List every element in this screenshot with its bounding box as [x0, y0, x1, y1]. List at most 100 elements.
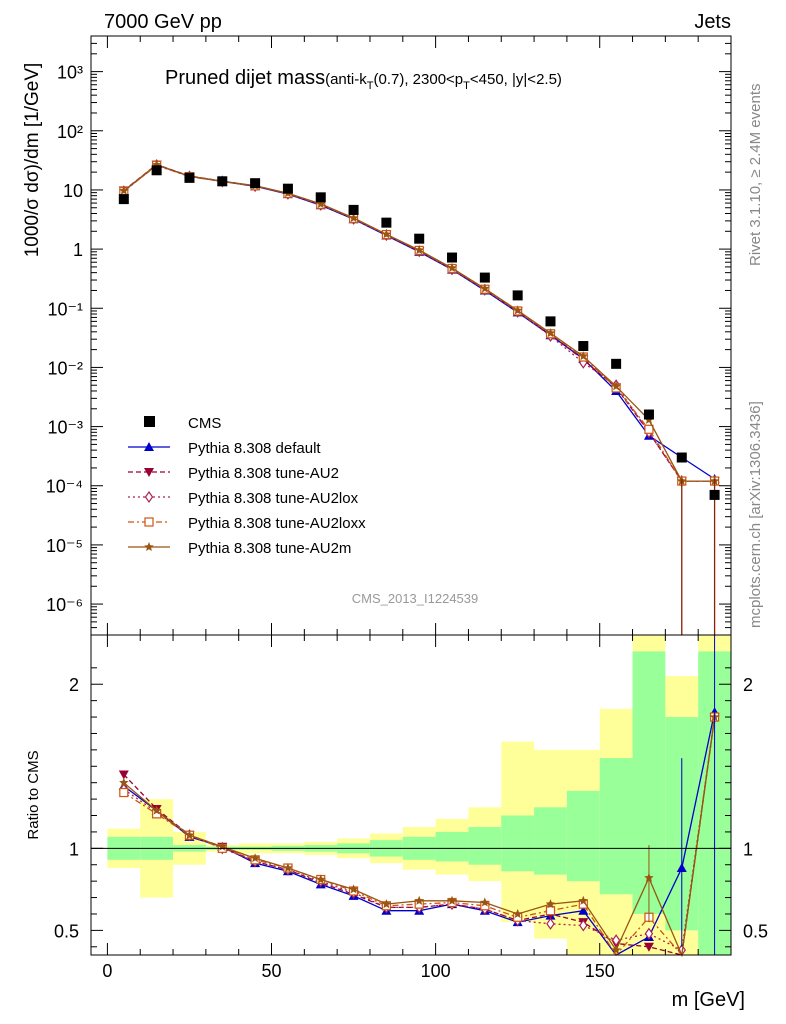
star-marker [414, 895, 424, 905]
x-tick-label: 100 [421, 961, 451, 981]
ratio-tick-label-right: 0.5 [743, 921, 768, 941]
ratio-tick-label-left: 2 [69, 675, 79, 695]
title-sub-t: T [367, 80, 374, 92]
data-point [381, 217, 392, 228]
data-point [545, 316, 556, 327]
inner-band-bin [599, 758, 633, 895]
star-marker [381, 899, 392, 909]
star-marker [316, 874, 326, 884]
y-tick-label: 1 [73, 240, 83, 260]
data-point [611, 358, 622, 369]
inner-band-bin [435, 831, 469, 862]
data-point [414, 233, 425, 244]
data-point [643, 409, 654, 420]
title-sub-1: (anti-k [325, 71, 367, 88]
y-axis-label: 1000/σ dσ)/dm [1/GeV] [22, 63, 43, 258]
star-marker [250, 853, 260, 863]
series-line [123, 163, 715, 482]
axes: 0 50 100 150 10⁻⁶ 10⁻⁵ 10⁻⁴ 10⁻³ 10⁻² 10⁻¹ 1 10 10² 1… [46, 35, 768, 981]
star-marker [447, 263, 457, 272]
y-tick-label: 10⁻³ [47, 418, 83, 438]
title-sub-2: (0.7), 2300<p [374, 71, 464, 88]
star-marker [447, 895, 457, 905]
diamond-marker [144, 490, 154, 504]
data-point [348, 204, 359, 215]
side-label-bottom: mcplots.cern.ch [arXiv:1306.3436] [747, 401, 764, 628]
y-tick-label: 10⁻⁴ [46, 477, 83, 497]
ratio-tick-label-right: 1 [743, 839, 753, 859]
star-marker [381, 229, 392, 239]
square-marker [545, 906, 556, 916]
watermark: CMS_2013_I1224539 [352, 591, 479, 606]
data-point [282, 183, 293, 194]
ratio-tick-label-left: 0.5 [54, 921, 79, 941]
square-marker [644, 424, 654, 434]
series-line [123, 164, 715, 482]
inner-band-bin [501, 815, 535, 872]
data-point [118, 194, 129, 205]
chart-title: Pruned dijet mass(anti-kT(0.7), 2300<pT<… [165, 67, 562, 92]
star-marker [316, 198, 326, 208]
legend-label: Pythia 8.308 tune-AU2lox [188, 490, 359, 507]
star-marker [119, 185, 129, 195]
legend-label: Pythia 8.308 tune-AU2loxx [188, 515, 366, 532]
x-tick-label: 0 [102, 961, 112, 981]
star-marker [512, 909, 523, 918]
legend-label: Pythia 8.308 tune-AU2m [188, 540, 351, 557]
star-marker [480, 283, 490, 293]
data-point [315, 192, 326, 203]
legend-label-data: CMS [188, 415, 221, 432]
y-tick-label: 10² [57, 122, 83, 142]
data-point [250, 178, 261, 189]
series-line [123, 164, 715, 482]
inner-band-bin [566, 790, 600, 882]
diamond-marker [644, 927, 654, 940]
main-plot-area [118, 159, 720, 635]
ratio-tick-label-right: 2 [743, 675, 753, 695]
side-label-top: Rivet 3.1.10, ≥ 2.4M events [747, 84, 764, 267]
data-point [709, 489, 720, 500]
header-left: 7000 GeV pp [104, 11, 222, 33]
diamond-marker [546, 917, 555, 930]
star-marker [283, 863, 293, 873]
main-frame [90, 35, 732, 636]
triangle-up-marker [144, 442, 154, 451]
diamond-marker [579, 919, 588, 932]
y-tick-label: 10³ [57, 63, 83, 83]
legend: CMS Pythia 8.308 default Pythia 8.308 tune… [128, 415, 366, 557]
ratio-frame [90, 634, 732, 956]
data-point [184, 172, 195, 183]
star-marker [414, 245, 424, 255]
star-marker [151, 805, 162, 815]
data-point [578, 341, 589, 352]
star-marker [348, 213, 359, 223]
star-marker [184, 830, 195, 840]
y-tick-label: 10⁻⁶ [46, 595, 83, 615]
y-tick-label: 10⁻⁵ [46, 536, 83, 556]
data-point [217, 176, 228, 187]
ratio-axis-label: Ratio to CMS [25, 750, 42, 839]
header-right: Jets [694, 11, 731, 33]
x-axis-label: m [GeV] [672, 989, 745, 1011]
inner-band-bin [534, 807, 567, 875]
star-marker [480, 897, 490, 907]
star-marker [512, 305, 523, 315]
star-marker [578, 351, 589, 361]
star-marker [578, 895, 589, 905]
star-marker [611, 945, 621, 955]
ratio-tick-label-left: 1 [69, 839, 79, 859]
data-point [676, 452, 687, 463]
triangle-down-marker [144, 468, 154, 477]
legend-marker-data [144, 416, 155, 427]
title-main: Pruned dijet mass [165, 67, 325, 89]
data-point [151, 165, 162, 176]
x-tick-label: 50 [261, 961, 281, 981]
star-marker [348, 884, 359, 894]
triangle-down-marker [118, 770, 129, 780]
legend-label: Pythia 8.308 tune-AU2 [188, 465, 339, 482]
data-point [447, 252, 458, 263]
x-tick-label: 150 [585, 961, 615, 981]
y-tick-label: 10 [63, 181, 83, 201]
star-marker [545, 328, 556, 338]
